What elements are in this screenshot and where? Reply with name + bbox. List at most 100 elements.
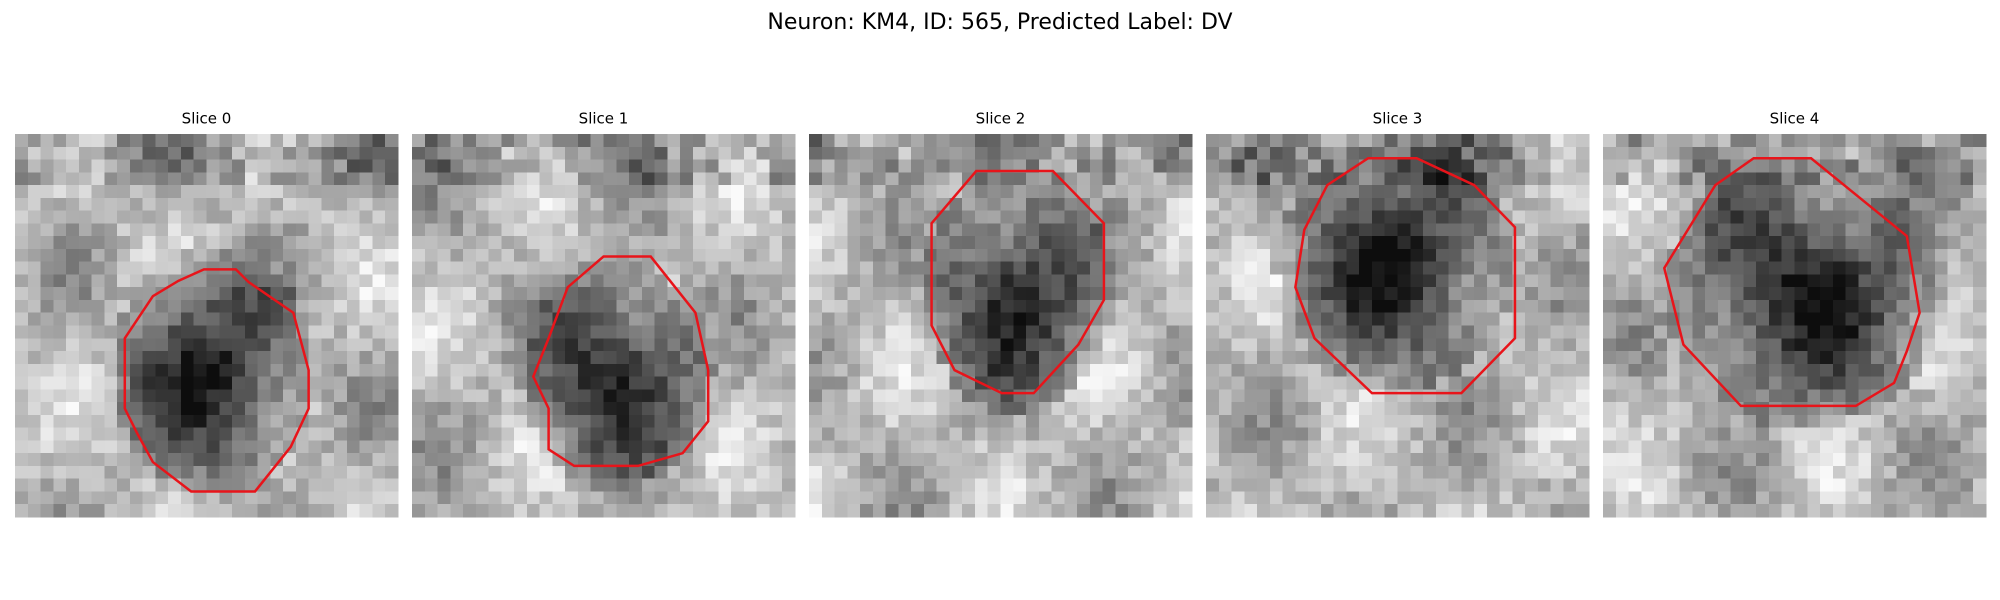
pixel xyxy=(1410,465,1424,480)
pixel xyxy=(923,389,938,403)
pixel xyxy=(488,478,502,492)
pixel xyxy=(1000,414,1014,429)
pixel xyxy=(782,465,796,480)
pixel xyxy=(104,274,118,288)
pixel xyxy=(1603,197,1617,212)
pixel xyxy=(1153,376,1167,390)
pixel xyxy=(987,363,1001,378)
pixel xyxy=(308,376,322,390)
pixel xyxy=(437,478,451,492)
pixel xyxy=(412,440,426,454)
pixel xyxy=(809,504,823,518)
pixel xyxy=(809,478,823,492)
pixel xyxy=(590,325,604,339)
pixel xyxy=(769,134,783,148)
pixel xyxy=(193,146,207,161)
pixel xyxy=(385,274,399,288)
pixel xyxy=(321,414,335,429)
pixel xyxy=(15,185,29,199)
pixel xyxy=(193,312,207,326)
pixel xyxy=(936,172,950,186)
contour xyxy=(1294,157,1517,395)
pixel xyxy=(501,504,515,518)
pixel xyxy=(1781,261,1795,275)
pixel xyxy=(1692,453,1706,467)
pixel xyxy=(1909,465,1923,480)
pixel xyxy=(424,248,439,263)
pixel xyxy=(321,236,335,250)
pixel xyxy=(1140,159,1155,173)
pixel xyxy=(424,363,439,378)
pixel xyxy=(1603,465,1617,480)
pixel xyxy=(1666,146,1681,161)
pixel xyxy=(1448,465,1462,480)
pixel xyxy=(705,427,719,441)
pixel xyxy=(1231,376,1245,390)
pixel xyxy=(1140,453,1155,467)
pixel xyxy=(1820,274,1834,288)
pixel xyxy=(1448,185,1462,199)
pixel xyxy=(334,274,348,288)
pixel xyxy=(346,427,361,441)
pixel xyxy=(1026,325,1040,339)
pixel xyxy=(1448,351,1462,365)
pixel xyxy=(1525,491,1539,505)
pixel xyxy=(40,223,54,237)
pixel xyxy=(1295,504,1309,518)
pixel xyxy=(78,287,93,301)
pixel xyxy=(1102,299,1116,314)
pixel xyxy=(1973,376,1987,390)
pixel xyxy=(860,223,874,237)
pixel xyxy=(1013,325,1027,339)
pixel xyxy=(1550,287,1564,301)
pixel xyxy=(1743,453,1757,467)
pixel xyxy=(1166,491,1180,505)
pixel xyxy=(1282,402,1296,416)
pixel xyxy=(769,210,783,224)
pixel xyxy=(1179,287,1193,301)
pixel xyxy=(809,159,823,173)
pixel xyxy=(1666,465,1681,480)
pixel xyxy=(1166,248,1180,263)
pixel xyxy=(40,453,54,467)
pixel xyxy=(257,197,271,212)
pixel xyxy=(1576,351,1590,365)
pixel xyxy=(1820,376,1834,390)
pixel xyxy=(1628,172,1642,186)
pixel xyxy=(450,299,464,314)
pixel xyxy=(66,248,80,263)
pixel xyxy=(308,223,322,237)
pixel xyxy=(526,453,541,467)
pixel xyxy=(295,210,310,224)
pixel xyxy=(731,414,745,429)
pixel xyxy=(769,478,783,492)
pixel xyxy=(321,376,335,390)
pixel xyxy=(641,402,656,416)
pixel xyxy=(1820,465,1834,480)
pixel xyxy=(1064,261,1078,275)
pixel xyxy=(1244,465,1258,480)
pixel xyxy=(257,236,271,250)
pixel xyxy=(1128,325,1142,339)
pixel xyxy=(1282,351,1296,365)
pixel xyxy=(1756,172,1770,186)
pixel xyxy=(987,185,1001,199)
pixel xyxy=(577,325,592,339)
pixel xyxy=(1077,236,1091,250)
pixel xyxy=(911,351,925,365)
pixel xyxy=(692,491,707,505)
pixel xyxy=(872,261,887,275)
pixel xyxy=(15,210,29,224)
pixel xyxy=(1089,223,1104,237)
pixel xyxy=(860,414,874,429)
pixel xyxy=(1883,248,1898,263)
pixel xyxy=(372,210,386,224)
pixel xyxy=(911,248,925,263)
pixel xyxy=(705,312,719,326)
pixel xyxy=(346,210,361,224)
pixel xyxy=(15,338,29,352)
pixel xyxy=(1603,389,1617,403)
pixel xyxy=(308,440,322,454)
pixel xyxy=(1064,248,1078,263)
pixel xyxy=(1934,351,1949,365)
